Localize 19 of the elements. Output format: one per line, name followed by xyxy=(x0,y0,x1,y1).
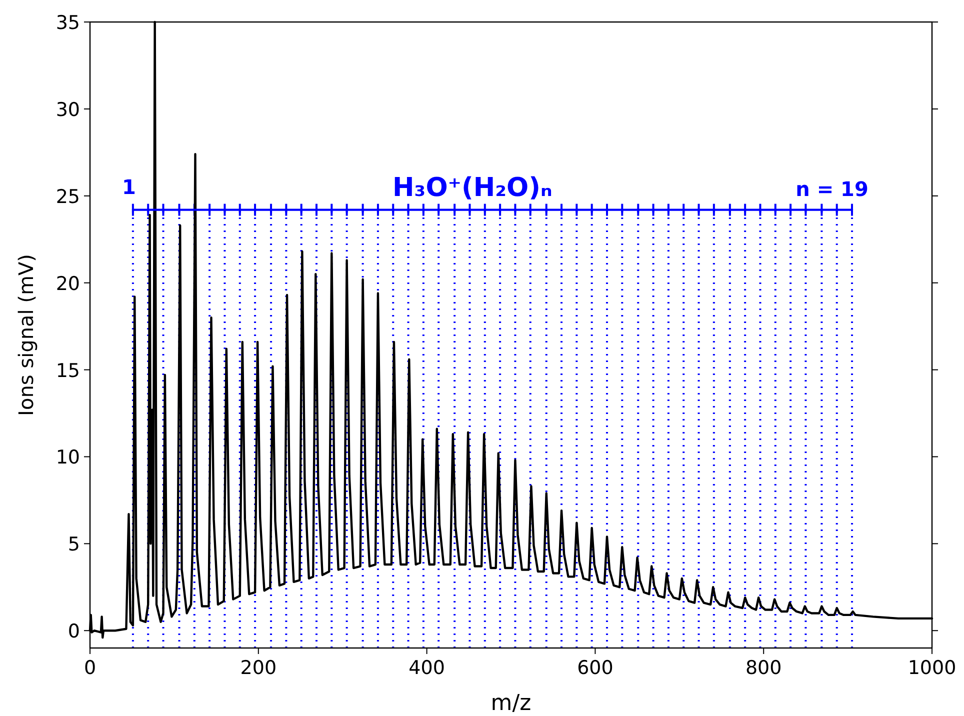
annotation: H₃O⁺(H₂O)ₙ xyxy=(392,172,552,203)
annotation: n = 19 xyxy=(796,176,868,201)
y-tick-label: 35 xyxy=(56,12,80,34)
y-tick-label: 15 xyxy=(56,360,80,382)
x-axis-title: m/z xyxy=(490,691,532,716)
x-tick-label: 1000 xyxy=(908,657,956,679)
y-tick-label: 25 xyxy=(56,186,80,208)
y-tick-label: 20 xyxy=(56,272,80,295)
y-tick-label: 30 xyxy=(56,98,80,121)
y-tick-label: 0 xyxy=(68,620,80,643)
x-tick-label: 400 xyxy=(408,657,445,679)
x-tick-label: 200 xyxy=(240,657,277,679)
annotation: 1 xyxy=(122,174,136,199)
y-tick-label: 10 xyxy=(56,446,80,469)
y-tick-label: 5 xyxy=(68,534,80,556)
y-axis-title: Ions signal (mV) xyxy=(14,254,38,416)
x-tick-label: 600 xyxy=(577,657,614,679)
x-tick-label: 0 xyxy=(84,657,96,679)
x-tick-label: 800 xyxy=(745,657,782,679)
